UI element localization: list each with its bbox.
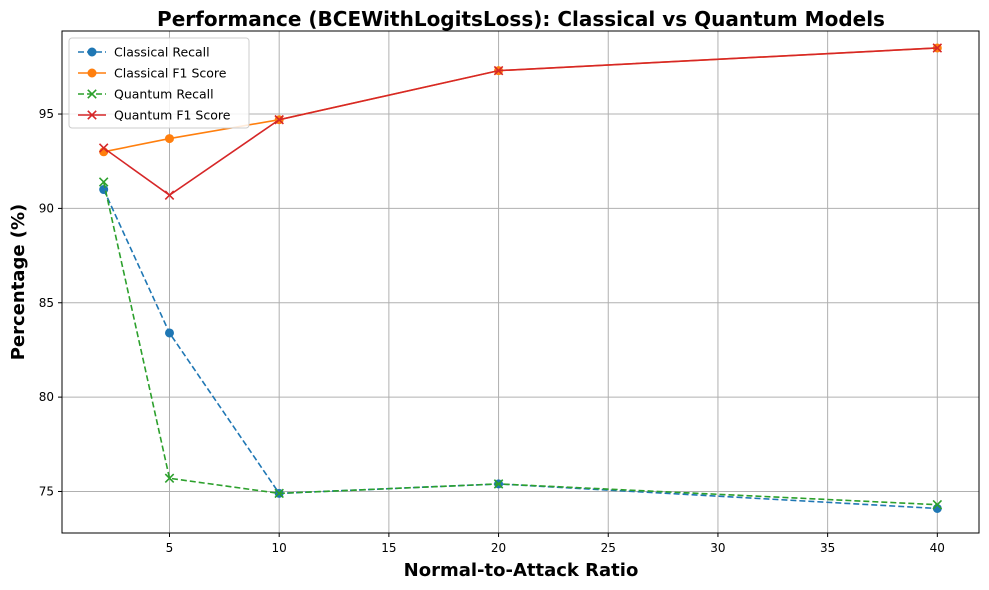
legend-marker <box>87 89 97 99</box>
legend-marker <box>87 110 97 120</box>
plot-frame <box>61 30 980 534</box>
grid-lines <box>62 31 979 533</box>
data-point-quantum-f1-score <box>274 114 284 125</box>
y-tick-label: 90 <box>39 201 54 215</box>
legend-entry-label: Quantum F1 Score <box>114 108 231 123</box>
series-layer <box>98 43 943 513</box>
data-point-classical-recall <box>164 328 174 338</box>
data-point-classical-f1-score <box>164 134 174 144</box>
data-point-quantum-f1-score <box>493 65 504 76</box>
y-axis-ticks: 75 80 85 90 95 <box>39 107 62 498</box>
x-tick-label: 10 <box>272 541 287 555</box>
legend-marker <box>87 68 97 78</box>
data-point-quantum-recall <box>164 473 175 484</box>
x-tick-label: 30 <box>710 541 725 555</box>
data-point-quantum-recall <box>98 177 109 187</box>
series-quantum-f1-score <box>98 43 943 200</box>
x-tick-label: 25 <box>601 541 616 555</box>
data-point-quantum-recall <box>274 488 284 499</box>
x-tick-label: 20 <box>491 541 506 555</box>
data-point-quantum-f1-score <box>932 43 943 53</box>
y-axis-label: Percentage (%) <box>8 204 29 361</box>
legend-entry-label: Classical Recall <box>114 45 210 60</box>
y-tick-label: 95 <box>39 107 54 121</box>
chart-title: Performance (BCEWithLogitsLoss): Classic… <box>157 7 885 31</box>
data-point-quantum-recall <box>493 479 504 489</box>
legend-box <box>68 37 250 129</box>
x-axis-ticks: 5 10 15 20 25 30 35 40 <box>166 533 945 555</box>
series-quantum-recall <box>98 177 943 510</box>
legend-marker <box>87 47 97 57</box>
legend: Classical Recall Classical F1 Score Quantu… <box>68 37 250 129</box>
y-tick-label: 80 <box>39 390 54 404</box>
data-point-quantum-f1-score <box>98 143 109 153</box>
y-tick-label: 85 <box>39 296 54 310</box>
y-tick-label: 75 <box>39 484 54 498</box>
x-tick-label: 15 <box>381 541 396 555</box>
x-tick-label: 35 <box>820 541 835 555</box>
x-tick-label: 40 <box>930 541 945 555</box>
data-point-quantum-f1-score <box>164 190 175 200</box>
legend-entry-label: Classical F1 Score <box>114 66 227 81</box>
x-tick-label: 5 <box>166 541 174 555</box>
data-point-quantum-recall <box>932 499 943 510</box>
legend-entry-label: Quantum Recall <box>114 87 214 102</box>
x-axis-label: Normal-to-Attack Ratio <box>404 560 639 581</box>
